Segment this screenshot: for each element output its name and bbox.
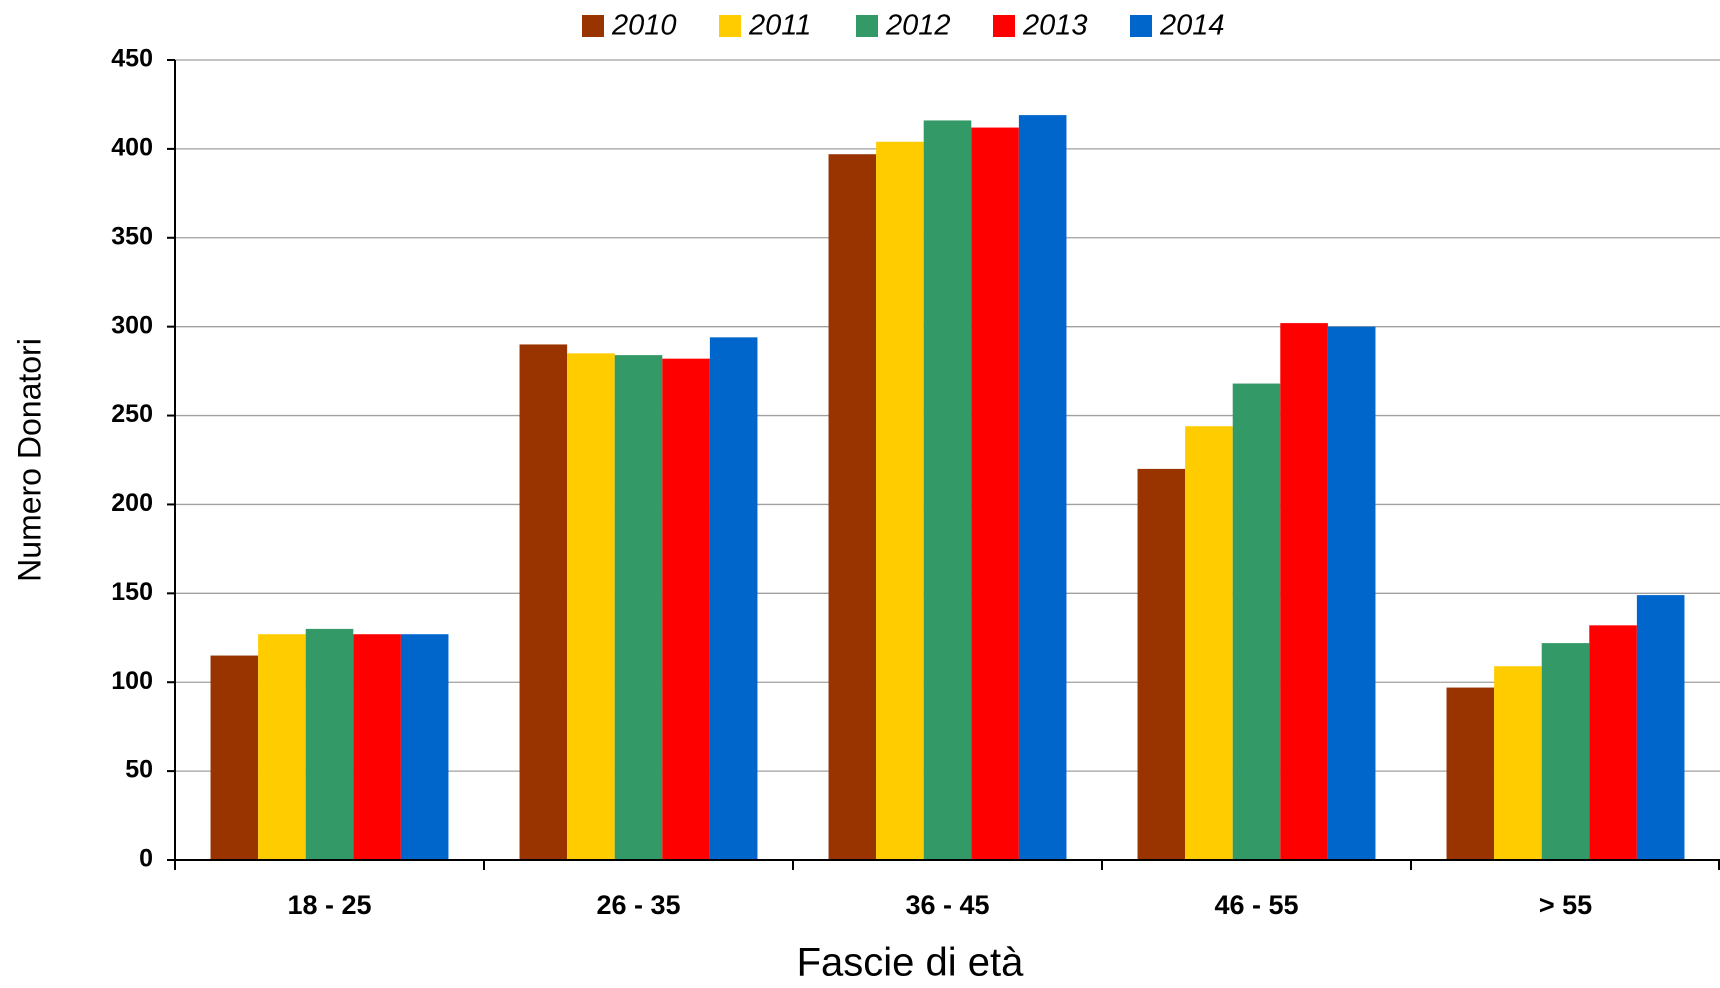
bar — [1280, 323, 1328, 861]
x-tick-label: > 55 — [1539, 890, 1592, 920]
legend-swatch — [993, 15, 1015, 37]
legend-label: 2012 — [885, 10, 951, 42]
legend-label: 2013 — [1022, 10, 1088, 42]
y-tick-label: 150 — [111, 578, 153, 606]
y-tick-label: 300 — [111, 311, 153, 339]
bar — [1327, 326, 1376, 861]
y-tick-label: 250 — [111, 400, 153, 428]
y-tick-label: 100 — [111, 667, 153, 695]
bar — [1137, 468, 1186, 860]
y-tick-label: 50 — [125, 756, 153, 784]
bar — [828, 154, 877, 860]
bar — [258, 634, 306, 860]
legend-swatch — [582, 15, 604, 37]
y-tick-label: 450 — [111, 45, 153, 73]
bar — [1636, 595, 1685, 860]
bar — [519, 344, 568, 860]
bar — [210, 655, 259, 860]
bar — [662, 358, 710, 860]
bar — [400, 634, 449, 860]
bar — [1185, 426, 1233, 860]
bar — [971, 127, 1019, 861]
legend-label: 2014 — [1159, 10, 1225, 42]
x-tick-label: 46 - 55 — [1214, 890, 1298, 920]
bar — [876, 141, 924, 860]
x-tick-label: 26 - 35 — [596, 890, 680, 920]
bar — [709, 337, 758, 860]
bar — [1232, 383, 1281, 860]
y-tick-label: 350 — [111, 222, 153, 250]
legend-swatch — [856, 15, 878, 37]
y-tick-label: 0 — [139, 845, 153, 873]
bar — [614, 355, 663, 860]
bar — [923, 120, 972, 860]
bar — [1446, 687, 1495, 860]
legend-label: 2011 — [748, 10, 811, 42]
bar — [1018, 115, 1067, 861]
y-tick-label: 200 — [111, 489, 153, 517]
bar — [1541, 643, 1590, 860]
y-axis-title: Numero Donatori — [11, 338, 47, 582]
bar — [353, 634, 401, 860]
bar — [1494, 666, 1542, 860]
legend-swatch — [719, 15, 741, 37]
y-tick-label: 400 — [111, 133, 153, 161]
x-tick-label: 36 - 45 — [905, 890, 989, 920]
x-tick-label: 18 - 25 — [287, 890, 371, 920]
bar — [305, 628, 354, 860]
bar — [1589, 625, 1637, 860]
x-axis-title: Fascie di età — [797, 941, 1025, 985]
bar — [567, 353, 615, 860]
legend-swatch — [1130, 15, 1152, 37]
legend-label: 2010 — [611, 10, 677, 42]
